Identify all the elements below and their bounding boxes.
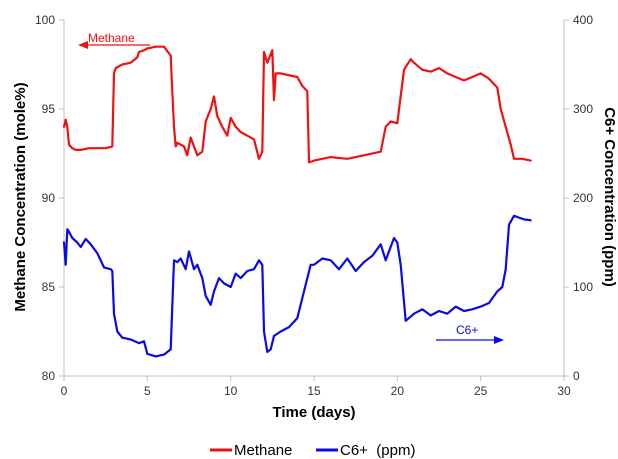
left-y-tick-label: 80 [42, 369, 56, 383]
right-y-axis-title: C6+ Concentration (ppm) [601, 107, 618, 287]
methane-arrowhead [78, 41, 88, 49]
axes: 0 5 10 15 20 25 30 80 85 90 95 100 0 100 200 300 400 [35, 13, 593, 398]
x-tick-label: 0 [61, 384, 68, 398]
left-y-tick-label: 85 [42, 280, 56, 294]
legend-label-c6: C6+ (ppm) [340, 442, 415, 459]
left-y-tick-label: 90 [42, 191, 56, 205]
left-y-tick-label: 95 [42, 102, 56, 116]
right-y-tick-label: 400 [573, 13, 593, 27]
left-y-axis-title: Methane Concentration (mole%) [12, 82, 29, 311]
legend-label-methane: Methane [234, 442, 292, 459]
x-tick-label: 15 [307, 384, 321, 398]
c6-annotation-label: C6+ [456, 323, 478, 337]
right-y-tick-label: 0 [573, 369, 580, 383]
x-tick-label: 20 [391, 384, 405, 398]
x-tick-label: 30 [557, 384, 571, 398]
right-y-tick-label: 200 [573, 191, 593, 205]
series-layer [62, 45, 532, 358]
legend: Methane C6+ (ppm) [210, 442, 415, 459]
c6-series-line [62, 214, 532, 358]
x-tick-label: 10 [224, 384, 238, 398]
methane-series-line [62, 45, 532, 164]
right-y-tick-label: 300 [573, 102, 593, 116]
c6-arrowhead [494, 336, 504, 344]
x-axis-title: Time (days) [272, 404, 355, 421]
x-tick-label: 25 [474, 384, 488, 398]
methane-annotation-label: Methane [88, 31, 135, 45]
right-y-tick-label: 100 [573, 280, 593, 294]
x-tick-label: 5 [144, 384, 151, 398]
left-y-tick-label: 100 [35, 13, 55, 27]
annotation-layer: Methane C6+ [78, 31, 504, 344]
